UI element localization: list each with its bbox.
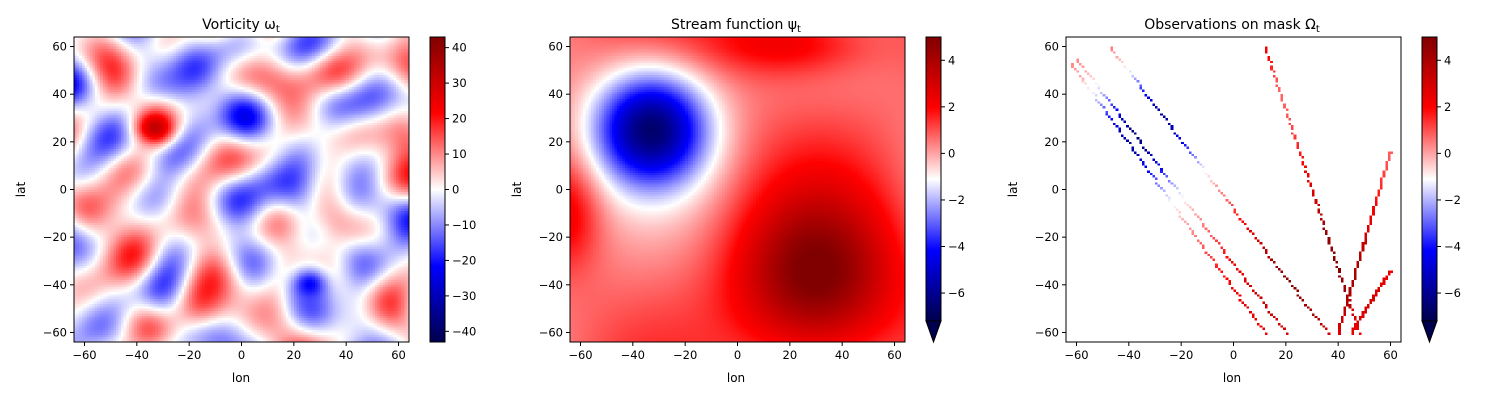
- colorbar-tick-label: −20: [452, 253, 476, 267]
- y-tick-label: 0: [556, 183, 563, 197]
- x-tick-label: 20: [287, 348, 302, 362]
- colorbar-tick-label: 4: [1444, 53, 1451, 67]
- x-tick-label: 20: [1279, 348, 1294, 362]
- x-tick-label: −60: [1064, 348, 1088, 362]
- y-tick-label: −60: [1035, 325, 1059, 339]
- x-tick-label: 60: [887, 348, 902, 362]
- x-tick-label: −20: [673, 348, 697, 362]
- y-tick-label: −20: [539, 230, 563, 244]
- x-tick-label: −60: [568, 348, 592, 362]
- colorbar-ticks: −40 −30 −20 −10 0 10 20 30 40: [445, 41, 476, 338]
- y-tick-label: −40: [43, 278, 67, 292]
- colorbar: −6 −4 −2 0 2 4: [925, 36, 965, 344]
- x-tick-label: −40: [1117, 348, 1141, 362]
- y-tick-label: 20: [52, 135, 67, 149]
- panel-observations: Observations on mask Ωt −60 −40 −20 0 20 40 60…: [1006, 17, 1461, 385]
- colorbar-tick-label: 20: [452, 112, 467, 126]
- colorbar-tick-label: 4: [948, 53, 955, 67]
- x-axis-label: lon: [727, 371, 745, 385]
- colorbar-tick-label: 30: [452, 76, 467, 90]
- x-axis: −60 −40 −20 0 20 40 60: [568, 342, 902, 362]
- x-tick-label: 0: [1230, 348, 1237, 362]
- colorbar-tick-label: −10: [452, 218, 476, 232]
- y-tick-label: −20: [43, 230, 67, 244]
- colorbar-tick-label: −4: [1444, 240, 1461, 254]
- colorbar-tick-label: −6: [1444, 286, 1461, 300]
- y-tick-label: 20: [1044, 135, 1059, 149]
- panel-title: Vorticity ωt: [202, 17, 280, 35]
- colorbar-gradient: [925, 36, 942, 322]
- y-tick-label: 60: [52, 40, 67, 54]
- y-axis-label: lat: [510, 182, 524, 198]
- x-tick-label: 0: [238, 348, 245, 362]
- colorbar-tick-label: −40: [452, 324, 476, 338]
- colorbar-tick-label: −30: [452, 289, 476, 303]
- panel-title: Stream function ψt: [671, 17, 801, 35]
- x-axis-label: lon: [232, 371, 250, 385]
- colorbar-ticks: −6 −4 −2 0 2 4: [1437, 53, 1461, 300]
- x-tick-label: −20: [1169, 348, 1193, 362]
- panel-stream-function: Stream function ψt −60 −40 −20 0 20 40 60 −60−…: [510, 17, 965, 385]
- heatmap-image: [1066, 37, 1401, 342]
- colorbar-tick-label: −4: [948, 240, 965, 254]
- x-tick-label: 0: [734, 348, 741, 362]
- panel-title: Observations on mask Ωt: [1144, 17, 1320, 35]
- x-tick-label: 60: [1383, 348, 1398, 362]
- x-axis-label: lon: [1223, 371, 1241, 385]
- colorbar: −40 −30 −20 −10 0 10 20 30 40: [429, 36, 476, 343]
- colorbar-tick-label: 0: [948, 146, 955, 160]
- x-tick-label: −40: [621, 348, 645, 362]
- y-axis-label: lat: [14, 182, 28, 198]
- colorbar-tick-label: 0: [1444, 146, 1451, 160]
- colorbar-tick-label: 0: [452, 183, 459, 197]
- y-tick-label: 60: [548, 40, 563, 54]
- y-tick-label: 40: [52, 87, 67, 101]
- y-tick-label: 0: [1052, 183, 1059, 197]
- colorbar-gradient: [1421, 36, 1438, 322]
- y-tick-label: 40: [548, 87, 563, 101]
- y-axis: −60 −40 −20 0 20 40 60: [43, 40, 74, 339]
- colorbar-extend-min: [1421, 320, 1438, 344]
- colorbar-gradient: [429, 36, 446, 343]
- x-tick-label: 40: [339, 348, 354, 362]
- colorbar-tick-label: −2: [1444, 193, 1461, 207]
- heatmap-image: [570, 37, 905, 342]
- y-tick-label: −40: [1035, 278, 1059, 292]
- heatmap-image: [74, 37, 409, 342]
- y-tick-label: 20: [548, 135, 563, 149]
- x-axis: −60 −40 −20 0 20 40 60: [72, 342, 406, 362]
- y-tick-label: −60: [539, 325, 563, 339]
- x-tick-label: −40: [125, 348, 149, 362]
- y-tick-label: −40: [539, 278, 563, 292]
- x-tick-label: 40: [1331, 348, 1346, 362]
- x-tick-label: 40: [835, 348, 850, 362]
- y-tick-label: −20: [1035, 230, 1059, 244]
- colorbar-tick-label: 2: [1444, 100, 1451, 114]
- colorbar-tick-label: −6: [948, 286, 965, 300]
- x-axis: −60 −40 −20 0 20 40 60: [1064, 342, 1398, 362]
- colorbar-tick-label: 40: [452, 41, 467, 55]
- y-axis: −60 −40 −20 0 20 40 60: [1035, 40, 1066, 339]
- y-axis-label: lat: [1006, 182, 1020, 198]
- colorbar-ticks: −6 −4 −2 0 2 4: [941, 53, 965, 300]
- colorbar: −6 −4 −2 0 2 4: [1421, 36, 1461, 344]
- y-tick-label: 40: [1044, 87, 1059, 101]
- y-axis: −60 −40 −20 0 20 40 60: [539, 40, 570, 339]
- colorbar-tick-label: 10: [452, 147, 467, 161]
- x-tick-label: −20: [177, 348, 201, 362]
- y-tick-label: 60: [1044, 40, 1059, 54]
- colorbar-tick-label: 2: [948, 100, 955, 114]
- colorbar-tick-label: −2: [948, 193, 965, 207]
- y-tick-label: 0: [60, 183, 67, 197]
- x-tick-label: 20: [783, 348, 798, 362]
- x-tick-label: 60: [391, 348, 406, 362]
- colorbar-extend-min: [925, 320, 942, 344]
- y-tick-label: −60: [43, 325, 67, 339]
- x-tick-label: −60: [72, 348, 96, 362]
- panel-vorticity: Vorticity ωt −60 −40 −20 0 20 40 60 −60 −40 −20 0…: [14, 17, 476, 385]
